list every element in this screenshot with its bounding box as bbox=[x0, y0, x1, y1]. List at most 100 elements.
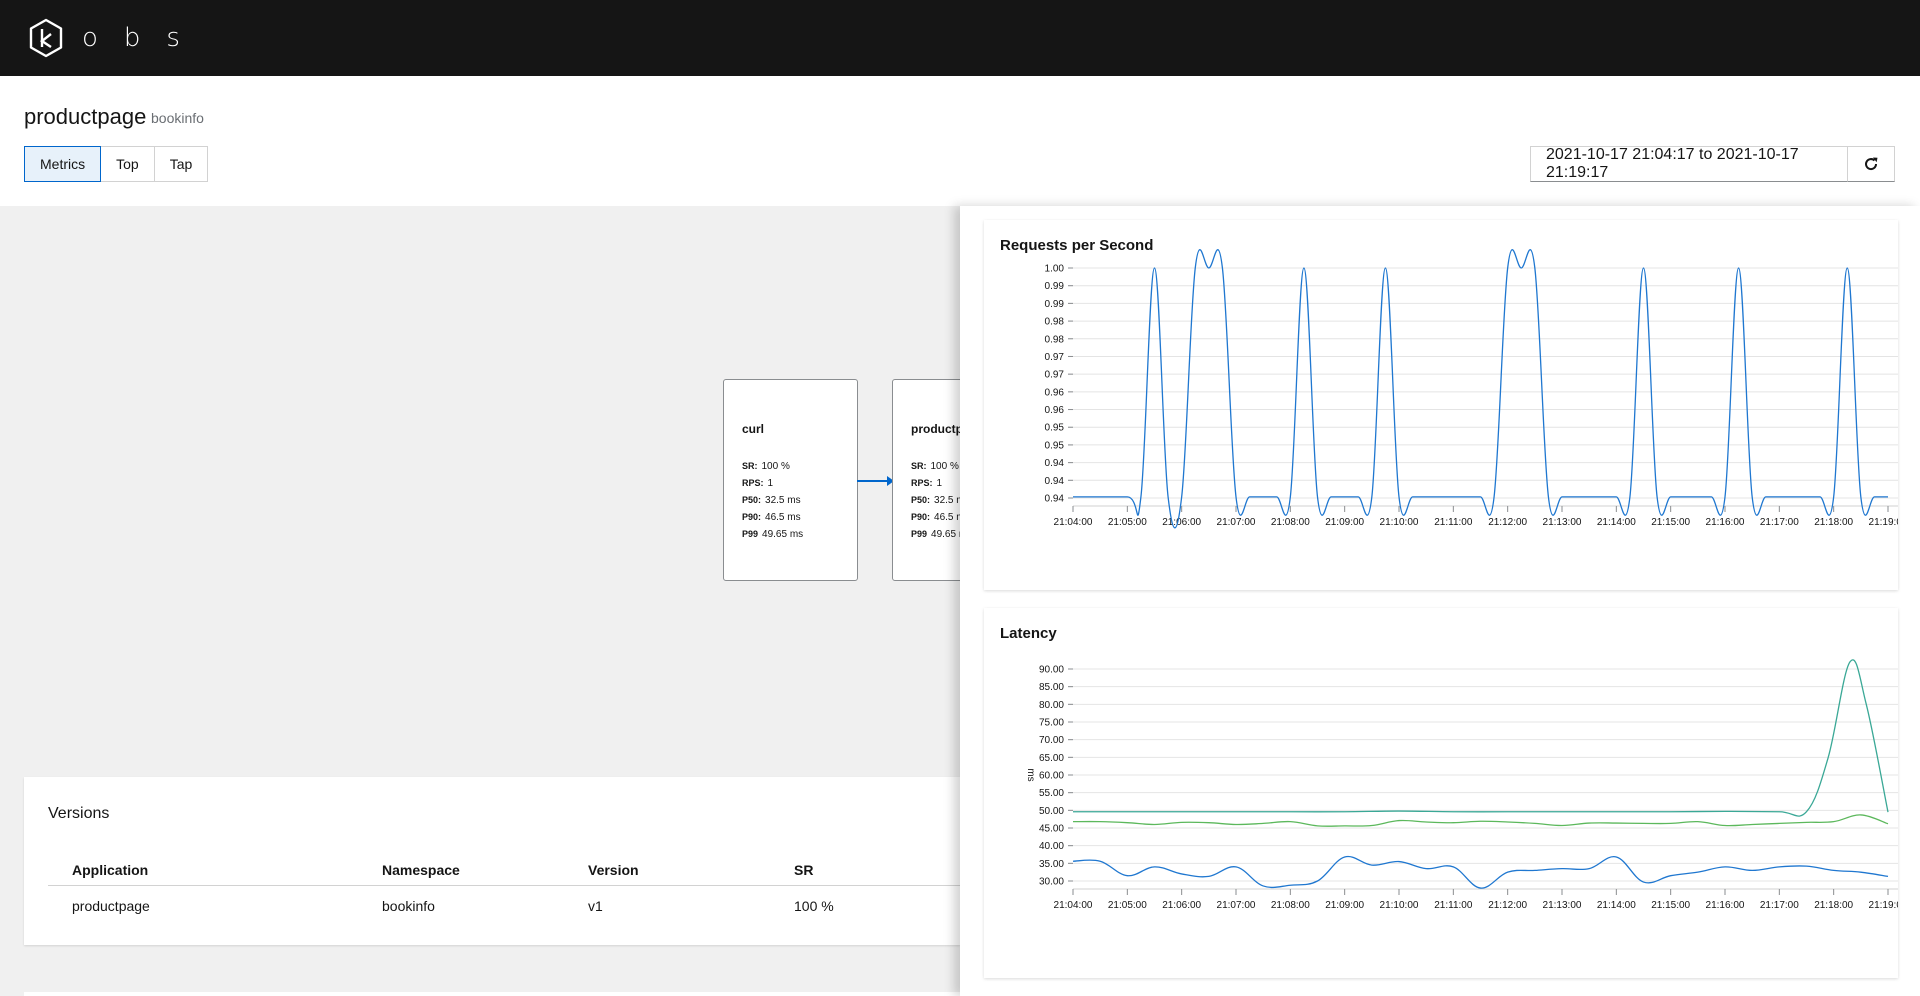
kobs-logo[interactable]: obs bbox=[28, 18, 206, 58]
node-rps: RPS: 1 bbox=[911, 475, 960, 492]
latency-chart[interactable]: 90.00 85.00 80.00 75.00 70.00 65.00 60.00 55.00… bbox=[984, 608, 1898, 978]
versions-title: Versions bbox=[48, 805, 110, 822]
y-tick-label: 0.97 bbox=[1045, 352, 1065, 363]
y-tick-label: 50.00 bbox=[1039, 806, 1064, 817]
latency-chart-panel: Latency 90.00 85.00 80.00 75.00 70.00 65.00 60… bbox=[984, 608, 1898, 978]
node-p90-value: 46.5 ms bbox=[934, 512, 960, 523]
refresh-button[interactable] bbox=[1847, 146, 1895, 182]
node-sr-value: 100 % bbox=[930, 461, 959, 472]
node-p50: P50:32.5 ms bbox=[742, 492, 857, 509]
x-tick-label: 21:16:00 bbox=[1706, 517, 1745, 528]
y-tick-label: 65.00 bbox=[1039, 753, 1064, 764]
y-tick-label: 0.94 bbox=[1045, 476, 1065, 487]
table-cell: bookinfo bbox=[382, 898, 435, 915]
node-name: curl bbox=[742, 422, 765, 436]
x-tick-label: 21:12:00 bbox=[1488, 517, 1527, 528]
series-line[interactable] bbox=[1072, 855, 1889, 889]
series-line[interactable] bbox=[1073, 659, 1889, 817]
node-p50-value: 32.5 ms bbox=[934, 495, 960, 506]
topology-canvas[interactable]: curl SR: 100 % RPS: 1 P50: 32.5 ms P90: 46.5… bbox=[0, 206, 960, 996]
y-tick-label: 40.00 bbox=[1039, 841, 1064, 852]
node-sr-label: SR: bbox=[911, 461, 927, 471]
y-tick-label: 0.97 bbox=[1045, 370, 1065, 381]
y-tick-label: 70.00 bbox=[1039, 735, 1064, 746]
x-tick-label: 21:07:00 bbox=[1217, 517, 1256, 528]
x-tick-label: 21:05:00 bbox=[1108, 517, 1147, 528]
y-tick-label: 1.00 bbox=[1045, 264, 1065, 275]
node-rps: RPS: 1 bbox=[742, 475, 857, 492]
metrics-drawer: Requests per Second 1.00 0.99 0.99 0.98 0.98… bbox=[960, 206, 1920, 996]
y-tick-label: 0.96 bbox=[1045, 405, 1065, 416]
table-cell: v1 bbox=[588, 898, 603, 915]
column-header[interactable]: SR bbox=[770, 855, 960, 886]
y-tick-label: 0.98 bbox=[1045, 317, 1065, 328]
node-sr-label: SR: bbox=[742, 461, 758, 471]
page-header: productpage bookinfo Metrics Top Tap 202… bbox=[0, 76, 1920, 206]
node-rps-label: RPS: bbox=[742, 478, 764, 488]
x-tick-label: 21:07:00 bbox=[1217, 900, 1256, 911]
y-tick-label: 0.96 bbox=[1045, 387, 1065, 398]
node-p50-label: P50: bbox=[911, 495, 931, 505]
top-navbar: obs bbox=[0, 0, 1920, 76]
x-tick-label: 21:04:00 bbox=[1054, 900, 1093, 911]
x-tick-label: 21:15:00 bbox=[1651, 517, 1690, 528]
x-tick-label: 21:10:00 bbox=[1380, 517, 1419, 528]
x-tick-label: 21:09:00 bbox=[1325, 517, 1364, 528]
y-tick-label: 45.00 bbox=[1039, 824, 1064, 835]
chart-title: Latency bbox=[1000, 625, 1057, 642]
column-header[interactable]: Namespace bbox=[358, 855, 564, 886]
series-line[interactable] bbox=[1072, 814, 1889, 827]
y-tick-label: 35.00 bbox=[1039, 859, 1064, 870]
column-header[interactable]: Application bbox=[48, 855, 358, 886]
x-tick-label: 21:06:00 bbox=[1162, 900, 1201, 911]
tab-tap[interactable]: Tap bbox=[153, 146, 209, 182]
topology-node-productpage[interactable]: productpage SR:100 % RPS:1 P50:32.5 ms P… bbox=[892, 379, 960, 581]
refresh-icon bbox=[1865, 157, 1878, 171]
node-p50-label: P50: bbox=[742, 495, 762, 505]
tab-top[interactable]: Top bbox=[100, 146, 155, 182]
chart-title: Requests per Second bbox=[1000, 237, 1154, 254]
node-p90: P90:46.5 ms bbox=[742, 509, 857, 526]
node-p50-value: 32.5 ms bbox=[765, 495, 801, 506]
column-header[interactable]: Version bbox=[564, 855, 770, 886]
logo-text: obs bbox=[82, 23, 206, 53]
node-sr-value: 100 % bbox=[761, 461, 790, 472]
tab-metrics[interactable]: Metrics bbox=[24, 146, 102, 182]
y-tick-label: 85.00 bbox=[1039, 682, 1064, 693]
secondary-card bbox=[24, 992, 960, 996]
y-axis-label: ms bbox=[1025, 768, 1036, 781]
kobs-logo-icon bbox=[29, 18, 63, 58]
rps-chart[interactable]: 1.00 0.99 0.99 0.98 0.98 0.97 0.97 0.96 0.96 0.95… bbox=[984, 220, 1898, 590]
x-tick-label: 21:13:00 bbox=[1543, 900, 1582, 911]
topology-node-curl[interactable]: curl SR: 100 % RPS: 1 P50: 32.5 ms P90: 46.5… bbox=[723, 379, 858, 581]
series-line[interactable] bbox=[1073, 249, 1888, 529]
x-tick-label: 21:19:00 bbox=[1869, 517, 1898, 528]
x-tick-label: 21:19:00 bbox=[1869, 900, 1898, 911]
x-tick-label: 21:04:00 bbox=[1054, 517, 1093, 528]
y-tick-label: 0.99 bbox=[1045, 299, 1065, 310]
node-p90: P90:46.5 ms bbox=[911, 509, 960, 526]
x-tick-label: 21:08:00 bbox=[1271, 517, 1310, 528]
node-p99-label: P99 bbox=[742, 529, 759, 539]
table-cell: productpage bbox=[72, 898, 150, 915]
time-range-selector[interactable]: 2021-10-17 21:04:17 to 2021-10-17 21:19:… bbox=[1530, 146, 1847, 182]
node-p99-value: 49.65 ms bbox=[762, 529, 804, 540]
view-toggle-group: Metrics Top Tap bbox=[24, 146, 209, 182]
y-tick-label: 0.98 bbox=[1045, 334, 1065, 345]
node-sr: SR: 100 % bbox=[911, 458, 960, 475]
y-tick-label: 90.00 bbox=[1039, 665, 1064, 676]
node-rps-value: 1 bbox=[936, 478, 943, 489]
y-tick-label: 0.95 bbox=[1045, 440, 1065, 451]
y-tick-label: 30.00 bbox=[1039, 877, 1064, 888]
y-tick-label: 0.95 bbox=[1045, 423, 1065, 434]
node-p99-value: 49.65 ms bbox=[931, 529, 960, 540]
node-name: productpage bbox=[911, 422, 960, 436]
topology-edge-arrow bbox=[887, 476, 894, 486]
versions-table: Application Namespace Version SR product… bbox=[48, 855, 960, 927]
table-row[interactable]: productpage bookinfo v1 100 % bbox=[48, 885, 960, 927]
y-tick-label: 55.00 bbox=[1039, 788, 1064, 799]
node-p90-label: P90: bbox=[911, 512, 931, 522]
x-tick-label: 21:15:00 bbox=[1651, 900, 1690, 911]
